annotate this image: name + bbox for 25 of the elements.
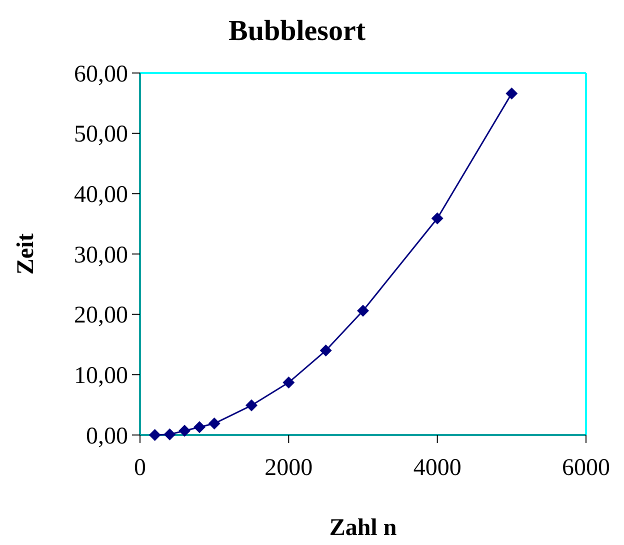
point bbox=[282, 376, 295, 389]
point bbox=[506, 88, 518, 100]
y-tick-label: 50,00 bbox=[74, 122, 128, 148]
point bbox=[320, 344, 332, 357]
y-tick-label: 0,00 bbox=[86, 423, 128, 450]
point bbox=[193, 421, 206, 434]
point bbox=[164, 428, 176, 440]
point bbox=[431, 212, 444, 224]
y-tick-label: 20,00 bbox=[74, 302, 128, 329]
point bbox=[357, 304, 369, 317]
x-tick-label: 4000 bbox=[413, 455, 462, 481]
y-tick-label: 10,00 bbox=[74, 363, 128, 390]
x-tick-label: 2000 bbox=[264, 455, 313, 481]
point bbox=[208, 418, 220, 430]
point bbox=[246, 399, 258, 412]
y-tick-label: 40,00 bbox=[74, 182, 128, 208]
y-tick-label: 30,00 bbox=[74, 242, 128, 268]
x-axis-title: Zahl n bbox=[329, 515, 397, 541]
point bbox=[148, 429, 161, 441]
y-tick-label: 60,00 bbox=[74, 61, 128, 88]
x-tick-label: 6000 bbox=[562, 455, 610, 481]
x-tick-label: 0 bbox=[134, 455, 146, 481]
point bbox=[178, 424, 191, 437]
y-axis-title: Zeit bbox=[13, 233, 39, 275]
chart-title: Bubblesort bbox=[228, 15, 366, 47]
